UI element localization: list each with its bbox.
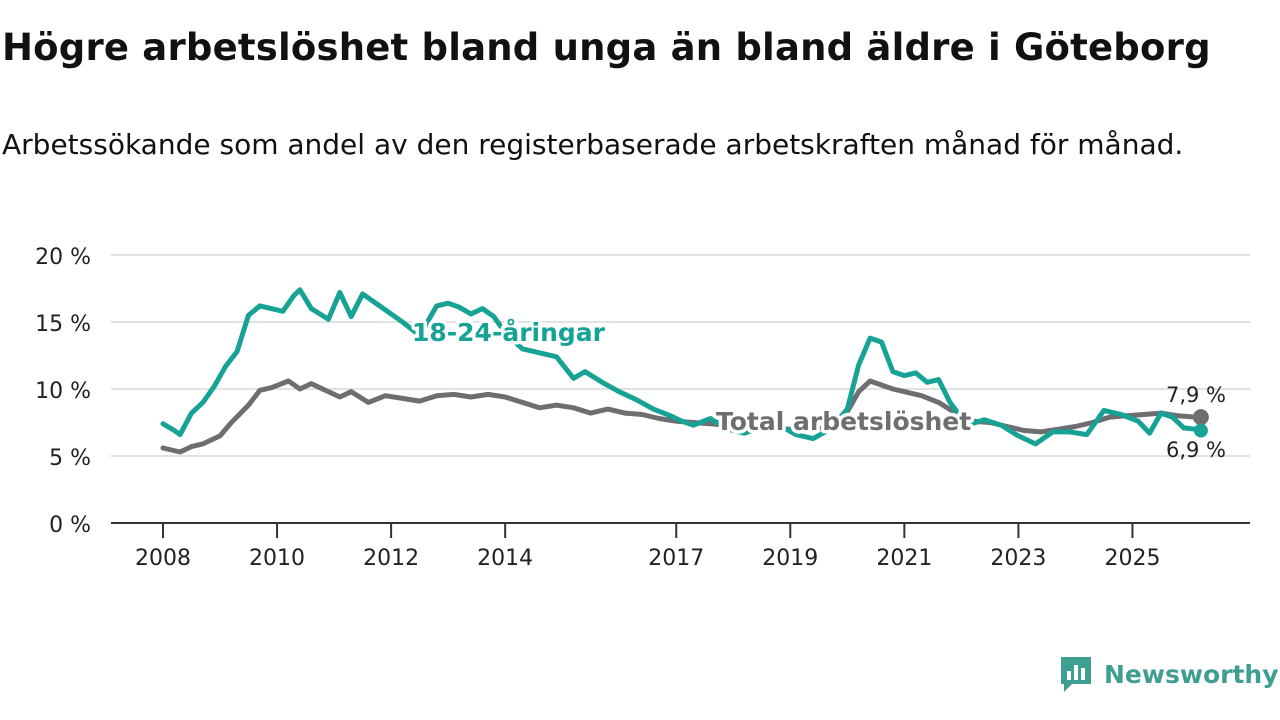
series-labels: 18-24-åringar Total arbetslöshet 7,9 % 6,9 … xyxy=(409,315,1227,463)
x-tick-label: 2008 xyxy=(135,546,191,571)
y-tick-label: 20 % xyxy=(35,245,91,270)
x-tick-label: 2017 xyxy=(648,546,704,571)
x-tick-label: 2012 xyxy=(363,546,419,571)
x-tick-label: 2014 xyxy=(477,546,533,571)
series-lines xyxy=(160,287,1204,455)
x-tick-label: 2019 xyxy=(762,546,818,571)
y-tick-label: 10 % xyxy=(35,379,91,404)
x-tick-label: 2021 xyxy=(876,546,932,571)
series-line-youth xyxy=(160,287,1204,447)
series-line-total xyxy=(160,378,1204,455)
y-tick-label: 5 % xyxy=(49,446,91,471)
x-tick-label: 2010 xyxy=(249,546,305,571)
chart-subtitle: Arbetssökande som andel av den registerb… xyxy=(2,128,1184,161)
x-axis-ticks: 2008 2010 2012 2014 2017 2019 2021 2023 2025 xyxy=(135,523,1160,571)
chart-title: Högre arbetslöshet bland unga än bland ä… xyxy=(2,26,1211,69)
end-label-youth: 6,9 % xyxy=(1166,438,1226,462)
newsworthy-logo-icon xyxy=(1061,657,1091,692)
series-label-youth: 18-24-åringar xyxy=(412,318,606,347)
newsworthy-logo: Newsworthy xyxy=(1058,652,1279,696)
grid-lines xyxy=(111,254,1250,457)
y-tick-label: 0 % xyxy=(49,513,91,538)
x-tick-label: 2025 xyxy=(1104,546,1160,571)
series-label-total: Total arbetslöshet xyxy=(716,407,971,436)
end-marker-total xyxy=(1192,409,1209,426)
end-marker-youth xyxy=(1193,423,1208,438)
end-label-total: 7,9 % xyxy=(1166,383,1226,407)
y-axis-ticks: 0 % 5 % 10 % 15 % 20 % xyxy=(35,245,91,538)
y-tick-label: 15 % xyxy=(35,312,91,337)
x-tick-label: 2023 xyxy=(990,546,1046,571)
brand-name: Newsworthy xyxy=(1104,659,1279,689)
